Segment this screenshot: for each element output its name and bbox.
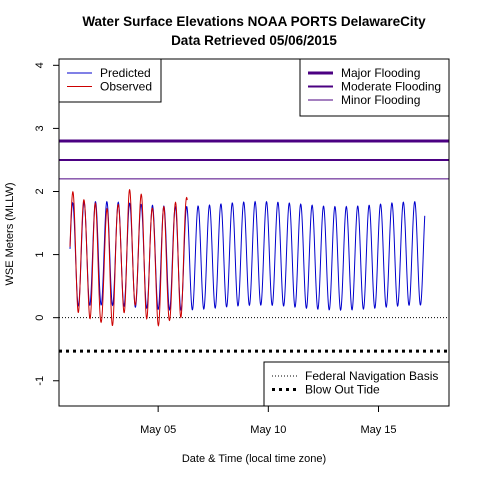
chart-title: Water Surface Elevations NOAA PORTS Dela… [82,14,426,29]
plot-frame [58,58,450,407]
y-tick-label: 2 [34,188,46,194]
x-tick-label: May 05 [140,424,176,436]
x-tick-label: May 15 [360,424,396,436]
series-observed [69,188,188,327]
reference-lines [59,139,449,353]
legend-label-observed: Observed [100,80,152,94]
legend-label-minor-flooding: Minor Flooding [341,93,420,107]
chart-subtitle: Data Retrieved 05/06/2015 [171,33,337,48]
x-tick-label: May 10 [250,424,286,436]
legend-label-moderate-flooding: Moderate Flooding [341,80,441,94]
series-predicted [69,200,426,312]
x-axis: May 05 May 10 May 15 [140,406,397,436]
y-axis: -1 0 1 2 3 4 [34,62,59,386]
y-tick-label: -1 [34,376,46,386]
x-axis-label: Date & Time (local time zone) [182,453,326,465]
y-tick-label: 1 [34,252,46,258]
legend-box [58,58,162,103]
legend-label-predicted: Predicted [100,66,151,80]
y-tick-label: 4 [34,62,46,68]
legend-box [263,361,450,407]
y-tick-label: 3 [34,125,46,131]
y-axis-label: WSE Meters (MLLW) [4,182,16,285]
series-lines [69,188,426,327]
legend-label-blow-out-tide: Blow Out Tide [305,383,380,397]
legend-label-federal-navigation-basis: Federal Navigation Basis [305,369,438,383]
y-tick-label: 0 [34,315,46,321]
legend-label-major-flooding: Major Flooding [341,66,420,80]
